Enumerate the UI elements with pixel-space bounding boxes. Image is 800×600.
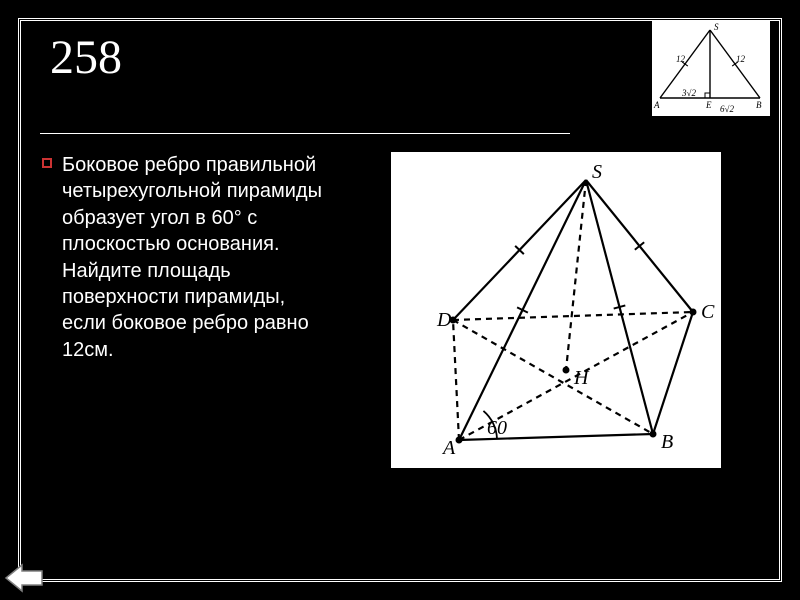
svg-text:12: 12: [676, 54, 686, 64]
svg-text:6√2: 6√2: [720, 104, 734, 114]
svg-text:3√2: 3√2: [681, 88, 696, 98]
thumbnail-figure: A B S E 12 12 3√2 6√2: [652, 20, 770, 116]
bullet-icon: [42, 158, 52, 168]
svg-text:60: 60: [487, 417, 507, 439]
svg-text:H: H: [573, 367, 590, 389]
svg-text:B: B: [756, 100, 762, 110]
main-figure: S D C A B H 60: [391, 152, 721, 468]
svg-text:E: E: [705, 100, 712, 110]
bullet-item: Боковое ребро правильной четырехугольной…: [42, 152, 330, 363]
svg-text:S: S: [714, 22, 719, 32]
back-arrow-button[interactable]: [4, 562, 44, 594]
problem-text: Боковое ребро правильной четырехугольной…: [62, 152, 330, 363]
text-column: Боковое ребро правильной четырехугольной…: [42, 152, 342, 363]
svg-text:12: 12: [736, 54, 746, 64]
svg-text:A: A: [653, 100, 660, 110]
svg-text:C: C: [701, 301, 715, 323]
svg-text:A: A: [441, 437, 456, 459]
content-row: Боковое ребро правильной четырехугольной…: [30, 152, 770, 468]
figure-column: S D C A B H 60: [342, 152, 770, 468]
svg-text:D: D: [436, 309, 452, 331]
svg-text:B: B: [661, 431, 673, 453]
svg-text:S: S: [592, 161, 602, 183]
title-underline: [40, 133, 570, 134]
